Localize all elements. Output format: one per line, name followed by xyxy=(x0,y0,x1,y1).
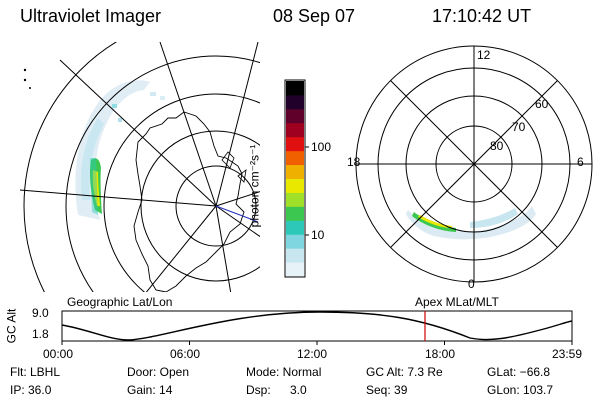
coastline xyxy=(133,111,245,292)
polar-lat-80: 80 xyxy=(490,139,504,153)
status-gain: Gain: 14 xyxy=(127,383,173,397)
colorbar-tick-100: 100 xyxy=(311,140,332,154)
altitude-ylabel: GC Alt xyxy=(4,308,19,344)
status-ip: IP: 36.0 xyxy=(10,383,52,397)
colorbar-gradient xyxy=(286,81,304,277)
date-label: 08 Sep 07 xyxy=(273,6,356,26)
app-title: Ultraviolet Imager xyxy=(20,6,162,26)
geographic-map xyxy=(20,42,260,292)
colorbar-stripe xyxy=(286,206,304,221)
polar-mlt-12: 12 xyxy=(477,48,491,62)
pole-track xyxy=(215,205,259,223)
colorbar-tick-10: 10 xyxy=(311,228,325,242)
colorbar-stripe xyxy=(286,94,304,110)
colorbar-stripe xyxy=(286,262,304,277)
altitude-ytick-9: 9.0 xyxy=(32,306,49,320)
status-gc-alt: GC Alt: 7.3 Re xyxy=(366,365,443,379)
colorbar-stripe xyxy=(286,234,304,249)
colorbar-stripe xyxy=(286,108,304,124)
latitude-grid xyxy=(23,42,260,292)
status-mode: Mode: Normal xyxy=(246,365,322,379)
altitude-left-title: Geographic Lat/Lon xyxy=(67,295,173,309)
colorbar-stripe xyxy=(286,192,304,207)
altitude-xtick-1200: 12:00 xyxy=(297,347,328,361)
status-glon: GLon: 103.7 xyxy=(487,383,554,397)
colorbar-stripe xyxy=(286,81,304,96)
status-seq: Seq: 39 xyxy=(366,383,408,397)
polar-mlt-0: 0 xyxy=(468,277,475,291)
polar-lat-70: 70 xyxy=(512,120,526,134)
altitude-xtick-1800: 18:00 xyxy=(425,347,456,361)
colorbar-stripe xyxy=(286,164,304,179)
status-door: Door: Open xyxy=(127,365,190,379)
colorbar-stripe xyxy=(286,220,304,235)
time-label: 17:10:42 UT xyxy=(432,6,532,26)
colorbar-stripe xyxy=(286,150,304,166)
status-dsp-value: 3.0 xyxy=(290,383,307,397)
altitude-xtick-0000: 00:00 xyxy=(43,347,74,361)
altitude-xtick-2359: 23:59 xyxy=(552,347,583,361)
polar-plot xyxy=(355,45,593,283)
colorbar-label: photon cm⁻²s⁻¹ xyxy=(247,144,262,228)
polar-lat-60: 60 xyxy=(535,97,549,111)
colorbar xyxy=(284,79,309,278)
status-filter: Flt: LBHL xyxy=(10,365,61,379)
polar-mlt-18: 18 xyxy=(347,155,361,169)
colorbar-stripe xyxy=(286,248,304,263)
colorbar-stripe xyxy=(286,122,304,138)
polar-mlt-6: 6 xyxy=(577,155,584,169)
status-glat: GLat: −66.8 xyxy=(487,365,551,379)
colorbar-stripe xyxy=(286,178,304,193)
altitude-xtick-0600: 06:00 xyxy=(170,347,201,361)
altitude-curve xyxy=(61,311,573,341)
aurora-haze-geo xyxy=(75,80,165,221)
altitude-right-title: Apex MLat/MLT xyxy=(415,295,499,309)
status-dsp-label: Dsp: xyxy=(246,383,271,397)
altitude-ytick-1-8: 1.8 xyxy=(32,327,49,341)
aurora-haze-polar xyxy=(406,206,536,240)
colorbar-stripe xyxy=(286,136,304,152)
altitude-panel xyxy=(61,310,573,345)
